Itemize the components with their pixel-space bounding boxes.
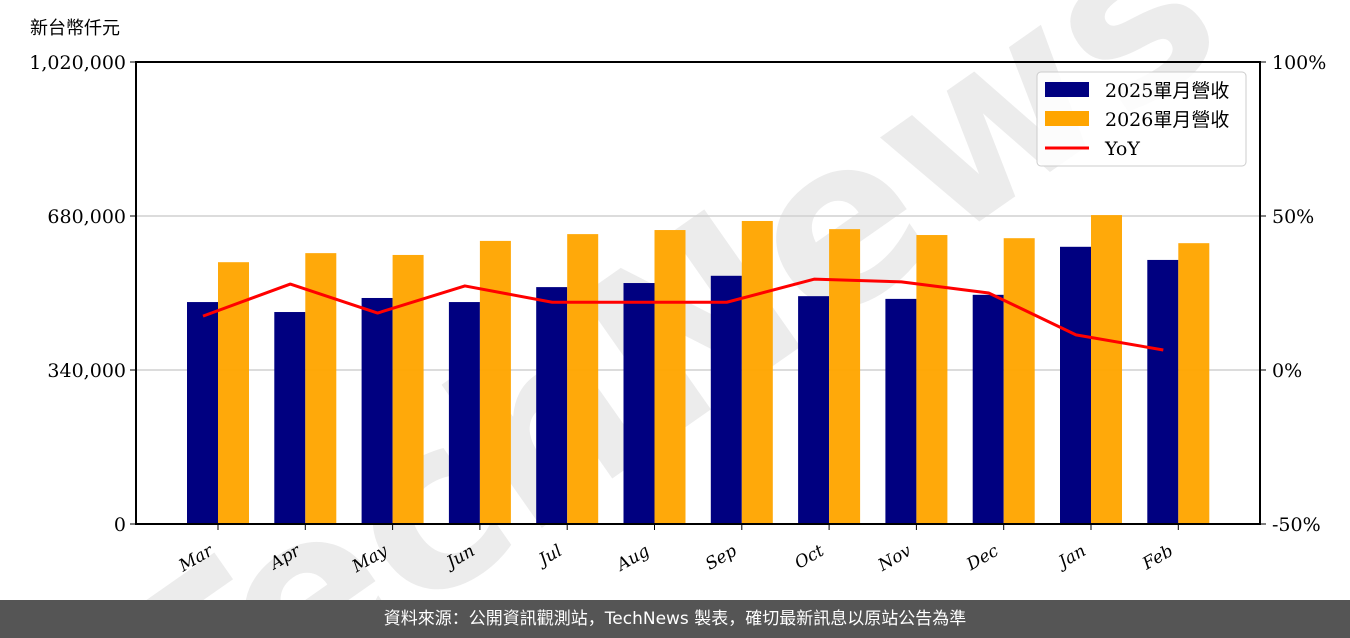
legend-swatch xyxy=(1045,82,1089,97)
y-tick-label: 680,000 xyxy=(47,206,126,228)
legend-label: YoY xyxy=(1104,138,1140,160)
y2-tick-label: 100% xyxy=(1272,52,1326,74)
y-axis-unit-label: 新台幣仟元 xyxy=(30,18,120,39)
bar-2025 xyxy=(1060,246,1091,525)
source-footer: 資料來源：公開資訊觀測站，TechNews 製表，確切最新訊息以原站公告為準 xyxy=(0,600,1350,638)
bar-2025 xyxy=(623,283,655,524)
y2-tick-label: 0% xyxy=(1272,360,1302,382)
x-tick-label: Sep xyxy=(702,541,740,575)
yoy-line xyxy=(202,277,1164,352)
bar-2026 xyxy=(1178,243,1210,525)
bar-2026 xyxy=(392,254,424,524)
x-tick-label: Feb xyxy=(1138,541,1176,575)
x-tick-label: Dec xyxy=(963,541,1003,576)
bar-2025 xyxy=(972,294,1004,524)
bar-2025 xyxy=(798,296,830,524)
plot-frame xyxy=(135,61,1261,525)
bar-2026 xyxy=(916,235,948,524)
legend xyxy=(1036,71,1247,167)
y-tick-label: 0 xyxy=(114,514,126,536)
legend-label: 2026單月營收 xyxy=(1105,109,1229,131)
bar-2025 xyxy=(448,302,480,524)
bar-2025 xyxy=(1147,259,1179,524)
y2-tick-label: 50% xyxy=(1272,206,1314,228)
bar-2026 xyxy=(567,234,599,524)
bar-2025 xyxy=(536,287,568,524)
x-tick-label: Nov xyxy=(874,541,915,576)
bar-2026 xyxy=(1091,215,1122,524)
bar-2026 xyxy=(741,220,773,524)
x-tick-label: Aug xyxy=(612,541,653,576)
bar-2025 xyxy=(885,298,917,524)
y-tick-label: 1,020,000 xyxy=(29,52,126,74)
bar-2026 xyxy=(479,240,511,525)
y2-tick-label: -50% xyxy=(1272,514,1321,536)
bar-2025 xyxy=(361,297,393,524)
x-tick-label: Jan xyxy=(1053,541,1090,574)
bar-2025 xyxy=(274,312,306,524)
bar-2025 xyxy=(187,302,218,524)
bar-2026 xyxy=(829,229,861,524)
bar-2026 xyxy=(1003,238,1035,524)
legend-swatch xyxy=(1045,111,1089,126)
revenue-chart: TechNewsMarAprMayJunJulAugSepOctNovDecJa… xyxy=(29,0,1326,600)
bar-2026 xyxy=(654,230,686,524)
bar-2025 xyxy=(710,275,742,524)
y-tick-label: 340,000 xyxy=(47,360,126,382)
x-tick-label: Oct xyxy=(791,541,827,574)
legend-label: 2025單月營收 xyxy=(1105,80,1229,102)
